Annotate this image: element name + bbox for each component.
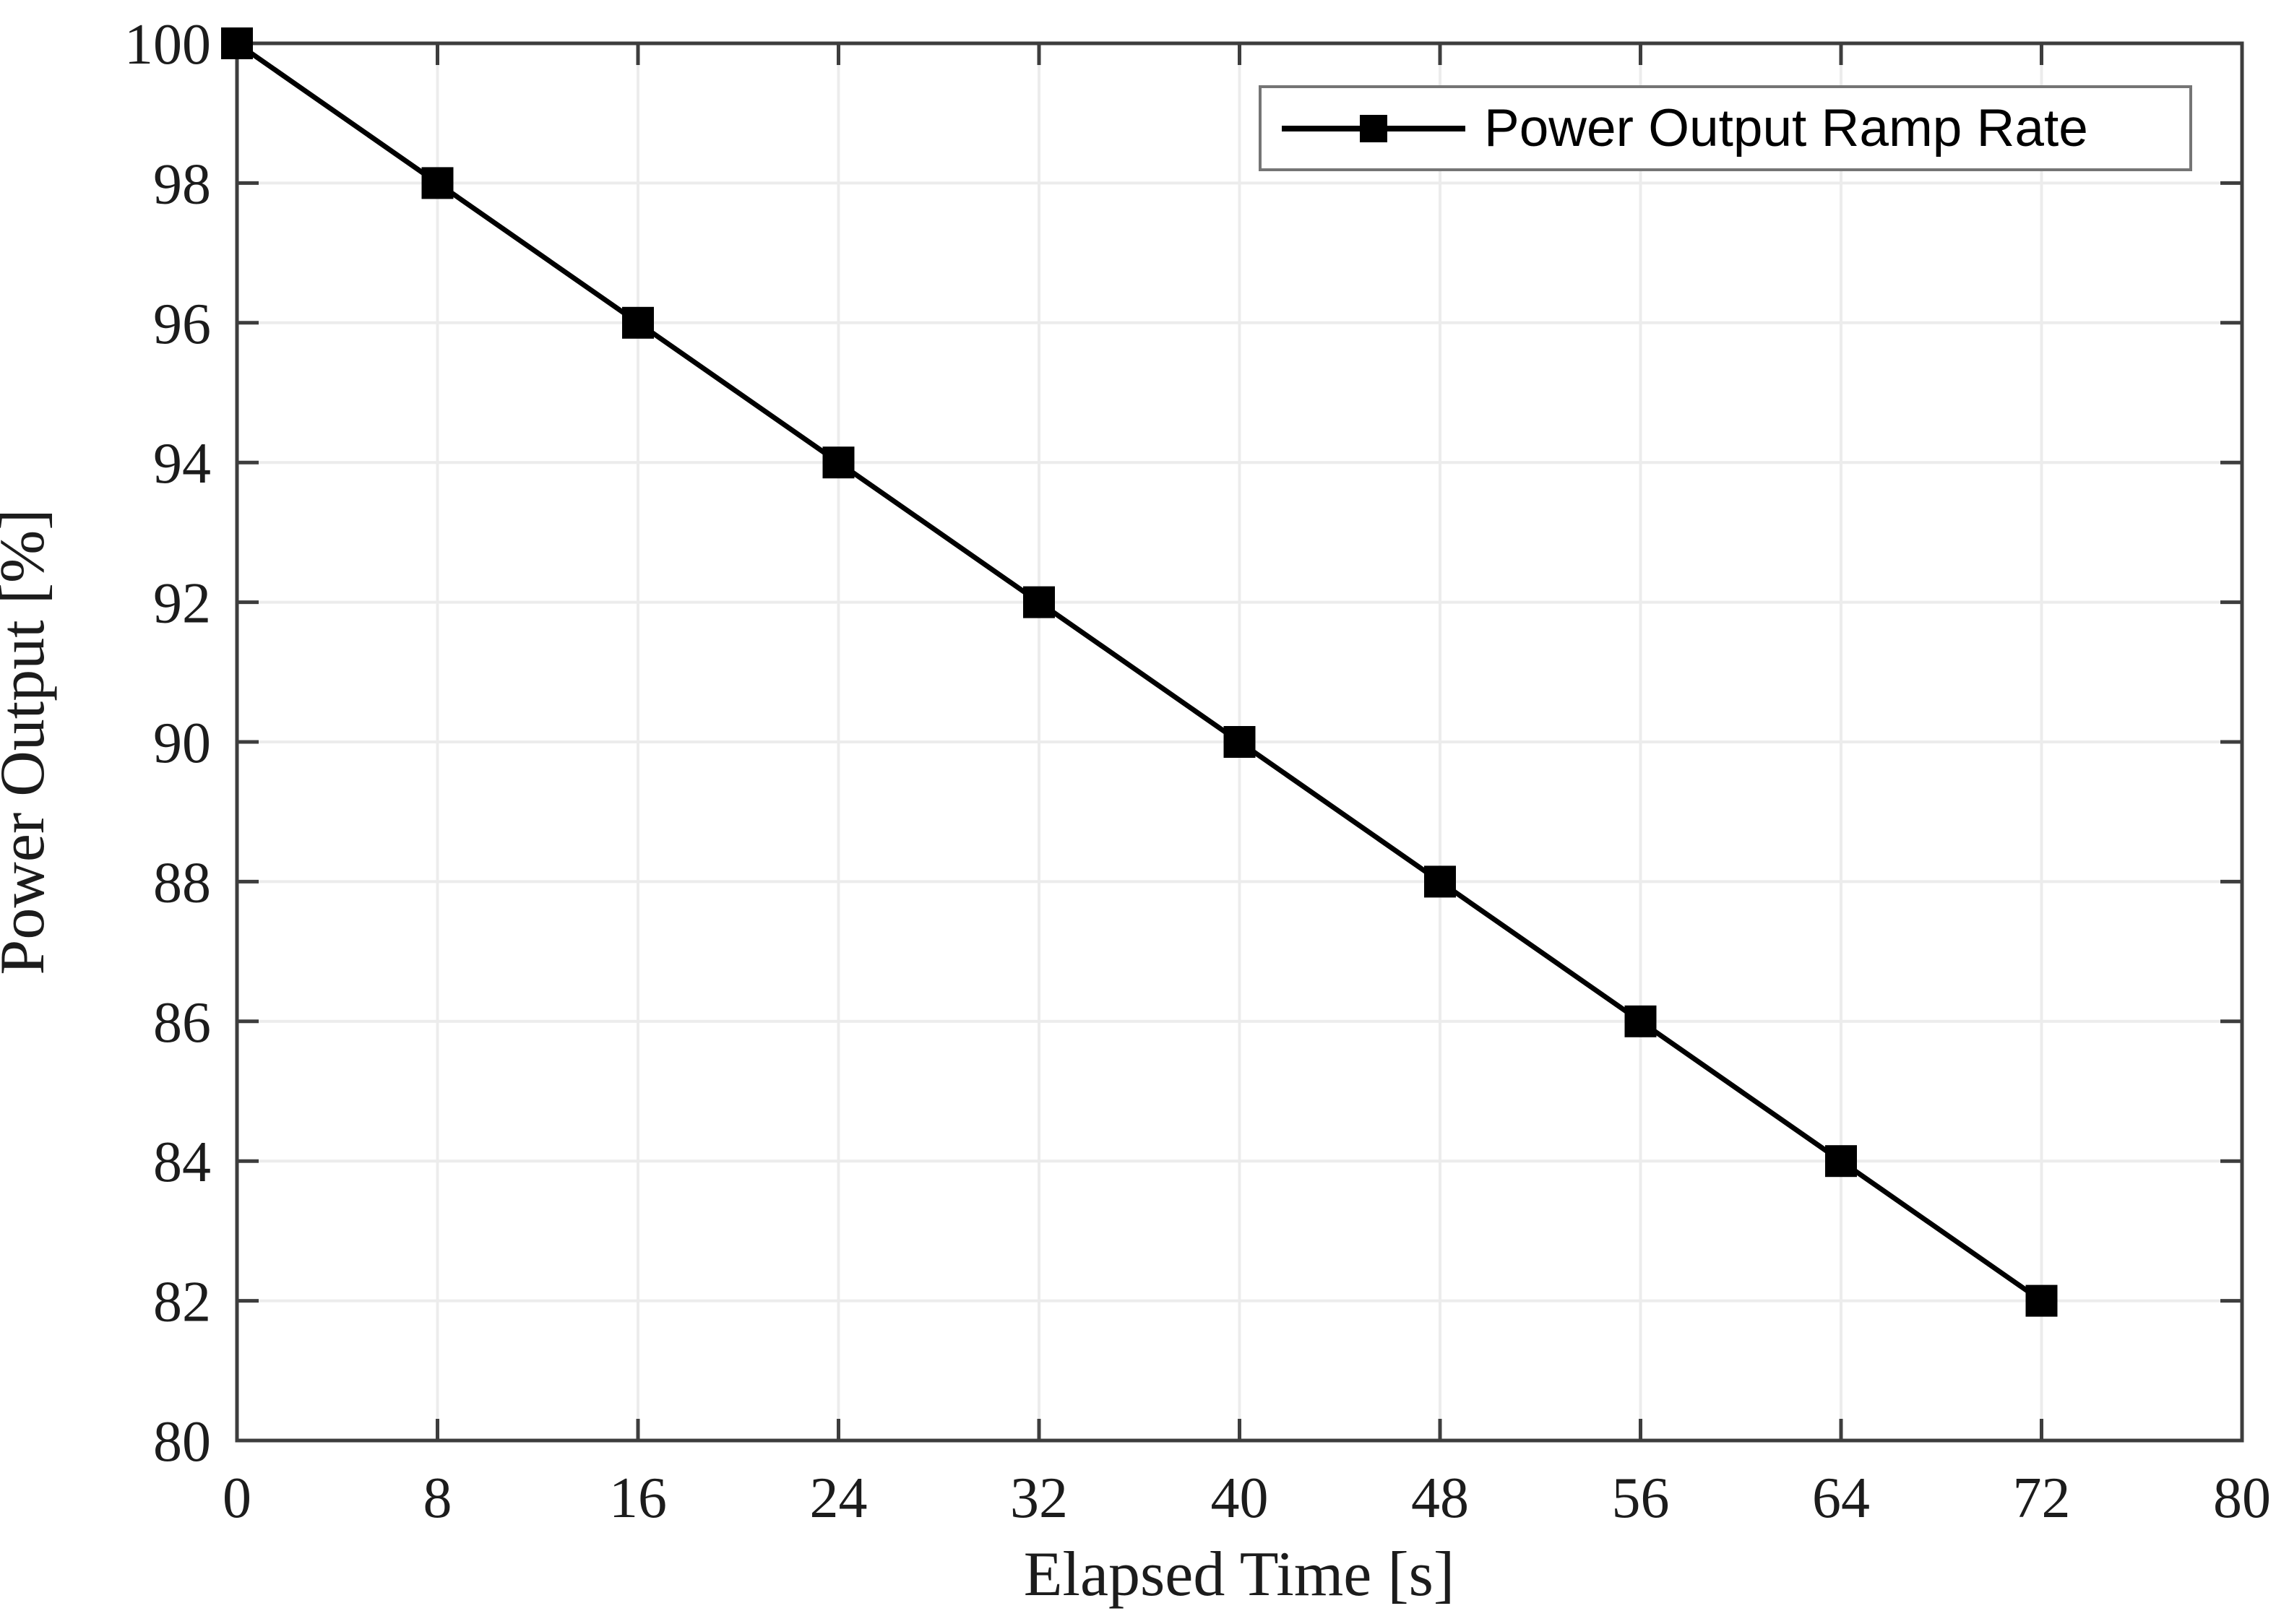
data-point-marker	[421, 167, 454, 199]
x-tick-label: 64	[1812, 1467, 1870, 1530]
data-point-marker	[221, 27, 253, 59]
legend-square-marker-icon	[1360, 114, 1387, 142]
x-tick-label: 24	[810, 1467, 868, 1530]
y-axis-label: Power Output [%]	[0, 509, 58, 975]
y-tick-label: 88	[153, 851, 211, 915]
y-tick-label: 90	[153, 712, 211, 775]
data-line	[235, 41, 2043, 1303]
x-axis-label: Elapsed Time [s]	[1024, 1539, 1454, 1610]
data-point-marker	[1223, 726, 1256, 758]
y-tick-label: 82	[153, 1271, 211, 1334]
data-point-marker	[822, 446, 855, 479]
plot-border	[235, 41, 2244, 1443]
y-tick-label: 84	[153, 1131, 211, 1194]
x-tick-label: 80	[2213, 1467, 2271, 1530]
y-tick-label: 94	[153, 432, 211, 496]
y-tick-label: 100	[124, 13, 211, 77]
y-tick-label: 92	[153, 572, 211, 636]
x-tick-label: 8	[423, 1467, 452, 1530]
x-tick-label: 48	[1411, 1467, 1469, 1530]
data-point-marker	[1424, 865, 1456, 898]
series-layer	[221, 27, 2058, 1317]
data-point-marker	[2025, 1284, 2058, 1317]
y-tick-label: 96	[153, 293, 211, 356]
y-tick-label: 80	[153, 1410, 211, 1474]
data-point-marker	[1624, 1005, 1657, 1037]
legend-box: Power Output Ramp Rate	[1259, 85, 2192, 171]
y-tick-label: 98	[153, 152, 211, 216]
tick-label-layer: 0 8 16 24 32 40 48 56 64 72 80 80 82 84 86 88 90 92 94 96 98…	[124, 13, 2271, 1530]
legend-label: Power Output Ramp Rate	[1484, 99, 2088, 157]
x-tick-label: 32	[1010, 1467, 1068, 1530]
data-point-marker	[1825, 1145, 1857, 1178]
x-tick-label: 72	[2013, 1467, 2071, 1530]
legend-line-sample	[1282, 114, 1465, 142]
data-point-marker	[1023, 586, 1055, 618]
x-tick-label: 0	[223, 1467, 251, 1530]
x-tick-label: 56	[1612, 1467, 1670, 1530]
x-tick-label: 16	[609, 1467, 667, 1530]
x-tick-label: 40	[1211, 1467, 1269, 1530]
y-tick-label: 86	[153, 991, 211, 1055]
data-point-marker	[622, 306, 654, 339]
